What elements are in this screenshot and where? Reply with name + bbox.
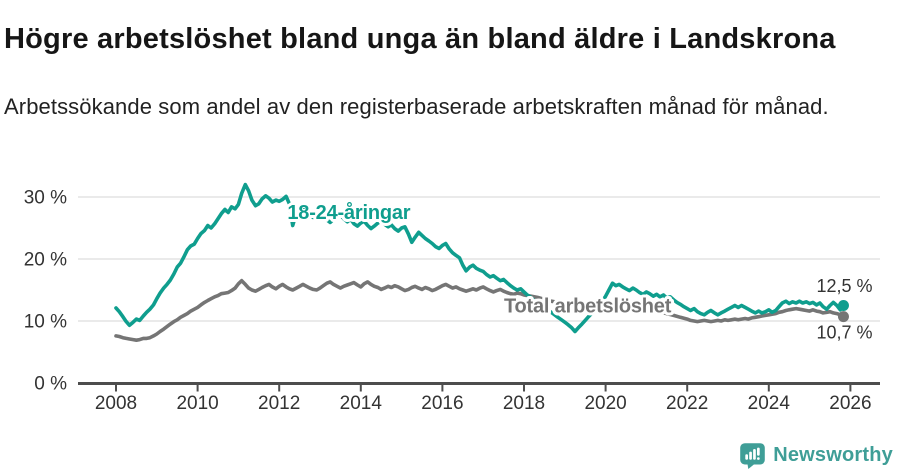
page-title: Högre arbetslöshet bland unga än bland ä… bbox=[4, 23, 836, 56]
x-tick-label: 2022 bbox=[666, 393, 708, 414]
x-tick-label: 2018 bbox=[503, 393, 545, 414]
end-value-label-youth: 12,5 % bbox=[816, 276, 872, 296]
series-line-total bbox=[114, 278, 846, 343]
end-value-label-total: 10,7 % bbox=[816, 323, 872, 343]
series-end-dot-total bbox=[837, 311, 849, 323]
brand-name: Newsworthy bbox=[773, 444, 893, 466]
series-end-dot-youth bbox=[837, 300, 849, 311]
page-subtitle: Arbetssökande som andel av den registerb… bbox=[4, 94, 829, 119]
x-tick-label: 2012 bbox=[258, 393, 300, 414]
brand-logo[interactable]: Newsworthy bbox=[739, 442, 893, 469]
x-tick-label: 2008 bbox=[95, 393, 137, 414]
x-tick-label: 2026 bbox=[829, 393, 871, 414]
series-line-youth bbox=[114, 182, 846, 334]
x-tick-label: 2016 bbox=[421, 393, 463, 414]
y-tick-label: 20 % bbox=[24, 250, 67, 271]
series-label-total: Total arbetslöshet bbox=[504, 296, 672, 318]
y-tick-label: 30 % bbox=[24, 188, 67, 209]
x-tick-label: 2020 bbox=[584, 393, 626, 414]
newsworthy-logo-icon bbox=[740, 443, 765, 469]
series-label-youth: 18-24-åringar bbox=[287, 201, 410, 224]
y-tick-label: 0 % bbox=[34, 374, 67, 395]
x-tick-label: 2010 bbox=[176, 393, 218, 414]
x-tick-label: 2024 bbox=[748, 393, 791, 414]
x-tick-label: 2014 bbox=[340, 393, 383, 414]
y-tick-label: 10 % bbox=[24, 312, 67, 333]
